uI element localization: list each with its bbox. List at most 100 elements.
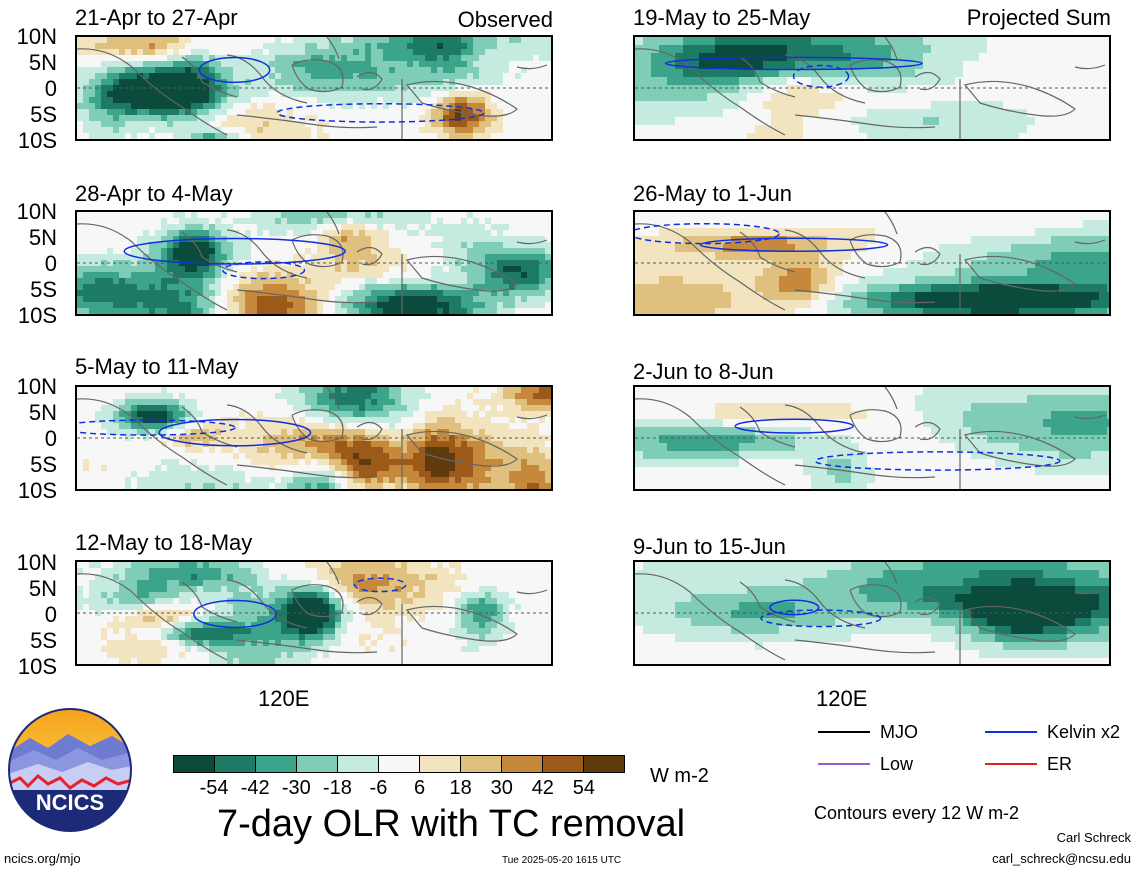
x-tick-label: 120E <box>258 686 310 711</box>
coastline <box>884 562 898 585</box>
coastline <box>635 573 786 661</box>
coastline <box>1074 64 1106 70</box>
footer-author: Carl Schreck <box>1056 830 1131 845</box>
colorbar-tick-label: 18 <box>449 777 472 799</box>
kelvin-contour <box>158 418 312 447</box>
projected-sum-label: Projected Sum <box>966 5 1111 30</box>
legend-line-mjo <box>818 731 870 733</box>
coastline <box>405 80 518 117</box>
olr-field <box>77 562 551 664</box>
legend-label: Low <box>880 754 914 774</box>
legend-label: Kelvin x2 <box>1047 722 1121 742</box>
colorbar-units: W m-2 <box>650 765 709 787</box>
coastline <box>794 289 936 304</box>
kelvin-contour <box>353 577 407 593</box>
legend-label: ER <box>1047 754 1073 774</box>
coastline <box>326 387 340 410</box>
coastline <box>77 223 228 311</box>
figure-title: 7-day OLR with TC removal <box>217 803 686 845</box>
y-tick-label: 10N <box>16 550 57 575</box>
colorbar-tick-label: -54 <box>199 777 229 799</box>
kelvin-contour <box>635 222 780 245</box>
footer-email: carl_schreck@ncsu.edu <box>992 851 1131 866</box>
y-tick-label: 0 <box>44 602 57 627</box>
colorbar-ticks: -54 -42 -30 -18 -6 6 18 30 42 54 <box>173 778 625 800</box>
kelvin-contour <box>198 56 271 84</box>
y-tick-label: 10S <box>17 128 57 153</box>
coastline <box>635 48 786 136</box>
coastline <box>405 255 518 292</box>
y-tick-label: 5S <box>30 277 57 302</box>
coastline <box>405 605 518 642</box>
footer-url: ncics.org/mjo <box>4 851 81 866</box>
legend-line-kelvin <box>985 731 1037 733</box>
coastline <box>291 409 344 443</box>
coastline <box>77 398 228 486</box>
colorbar-swatch <box>501 756 542 772</box>
y-tick-label: 5N <box>28 50 57 75</box>
coastline <box>291 234 344 268</box>
kelvin-contour <box>123 237 346 265</box>
coastline <box>784 579 866 629</box>
panel-title: 21-Apr to 27-Apr <box>75 5 238 30</box>
panel-title: 26-May to 1-Jun <box>633 181 792 206</box>
olr-field <box>635 562 1109 664</box>
colorbar-swatch <box>542 756 583 772</box>
coastline <box>326 37 340 60</box>
kelvin-contour <box>222 261 306 280</box>
colorbar-tick-label: 30 <box>490 777 513 799</box>
coastline <box>963 80 1076 117</box>
panel-title: 9-Jun to 15-Jun <box>633 534 786 559</box>
kelvin-contour <box>664 56 923 71</box>
colorbar-tick-label: -6 <box>369 777 388 799</box>
colorbar-swatch <box>419 756 460 772</box>
colorbar-tick-label: 42 <box>531 777 554 799</box>
coastline <box>914 71 941 91</box>
coastline <box>405 430 518 467</box>
y-tick-label: 10S <box>17 654 57 679</box>
coastline <box>181 406 238 448</box>
y-tick-label: 5S <box>30 628 57 653</box>
coastline <box>849 584 902 618</box>
coastline <box>236 114 378 129</box>
colorbar-swatch <box>255 756 296 772</box>
colorbar-swatch <box>337 756 378 772</box>
coastline <box>635 398 786 486</box>
colorbar <box>173 755 625 773</box>
kelvin-contour <box>193 599 277 629</box>
coastline <box>963 430 1076 467</box>
coastline <box>291 584 344 618</box>
coastline <box>356 421 383 441</box>
y-tick-label: 10N <box>16 24 57 49</box>
coastline <box>849 59 902 93</box>
olr-map-panel <box>75 385 553 491</box>
coastline <box>516 64 548 70</box>
coastline <box>226 229 308 279</box>
coastline <box>739 56 796 98</box>
olr-field <box>77 212 551 314</box>
coastline <box>77 573 228 661</box>
colorbar-swatch <box>583 756 624 772</box>
coastline <box>739 581 796 623</box>
colorbar-tick-label: 6 <box>413 777 426 799</box>
olr-map-panel <box>75 35 553 141</box>
olr-field <box>635 212 1109 314</box>
y-tick-label: 5N <box>28 400 57 425</box>
panel-title: 2-Jun to 8-Jun <box>633 359 774 384</box>
y-tick-label: 5S <box>30 452 57 477</box>
coastline <box>849 234 902 268</box>
kelvin-contour <box>276 102 485 123</box>
y-tick-label: 5S <box>30 102 57 127</box>
coastline <box>794 114 936 129</box>
y-tick-label: 10N <box>16 199 57 224</box>
legend-line-low <box>818 763 870 765</box>
legend-label: MJO <box>880 722 918 742</box>
olr-map-panel <box>633 560 1111 666</box>
observed-label: Observed <box>457 7 553 32</box>
x-tick-label: 120E <box>816 686 868 711</box>
colorbar-swatch <box>460 756 501 772</box>
coastline <box>1074 239 1106 245</box>
coastline <box>849 409 902 443</box>
kelvin-contour <box>734 418 854 434</box>
coastline <box>739 231 796 273</box>
